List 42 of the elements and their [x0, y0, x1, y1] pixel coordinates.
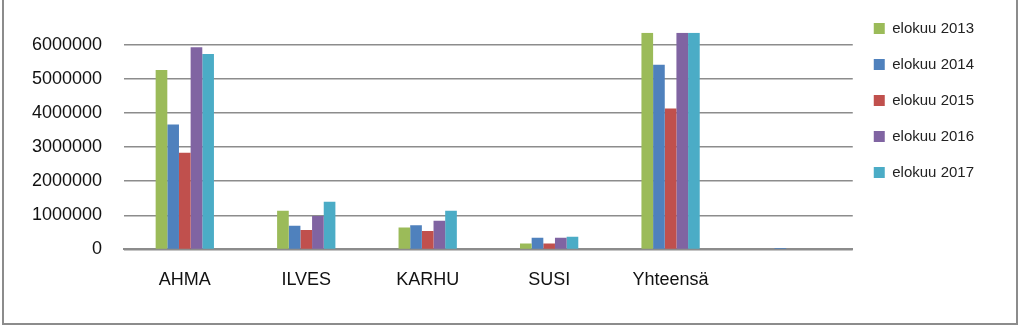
bar: [167, 124, 179, 249]
bar: [190, 47, 203, 249]
bar: [653, 64, 665, 249]
bar: [664, 108, 677, 249]
y-tick-label: 0: [92, 238, 103, 259]
y-tick-label: 5000000: [32, 67, 103, 88]
bar: [410, 225, 422, 249]
bar: [202, 53, 214, 249]
bar: [277, 210, 289, 249]
bar: [421, 230, 434, 249]
bar: [531, 237, 544, 249]
bar: [543, 243, 555, 249]
bar: [323, 201, 336, 249]
bar: [312, 215, 324, 249]
y-tick-label: 4000000: [32, 101, 103, 122]
bar: [520, 243, 532, 249]
legend-label: elokuu 2016: [892, 126, 975, 144]
y-tick-label: 2000000: [32, 170, 103, 191]
legend-label: elokuu 2017: [892, 162, 975, 180]
legend-label: elokuu 2014: [892, 54, 975, 72]
bar: [688, 32, 700, 249]
bar: [300, 229, 313, 249]
x-tick-label: SUSI: [528, 269, 571, 290]
y-tick-label: 6000000: [32, 33, 103, 54]
x-tick-label: ILVES: [281, 269, 332, 290]
x-tick-label: AHMA: [158, 269, 211, 290]
bar: [288, 225, 301, 249]
bar: [641, 32, 654, 249]
bar: [676, 32, 689, 249]
y-tick-label: 1000000: [32, 204, 103, 225]
x-tick-label: Yhteensä: [632, 269, 710, 290]
bar: [566, 236, 579, 249]
bar: [178, 152, 191, 249]
legend-label: elokuu 2015: [892, 90, 975, 108]
bar: [433, 220, 446, 249]
x-tick-label: KARHU: [396, 269, 460, 290]
y-tick-label: 3000000: [32, 136, 103, 157]
bar: [155, 69, 168, 249]
bar: [554, 237, 567, 249]
bar: [398, 227, 411, 249]
bar: [445, 210, 457, 249]
legend-label: elokuu 2013: [892, 18, 975, 36]
